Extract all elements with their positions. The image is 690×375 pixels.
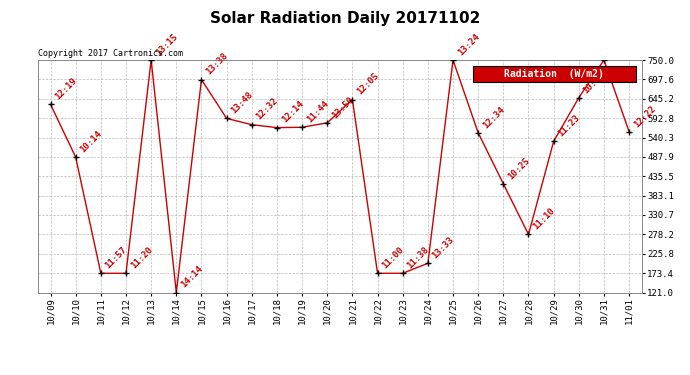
Text: Solar Radiation Daily 20171102: Solar Radiation Daily 20171102 — [210, 11, 480, 26]
Text: 11:00: 11:00 — [380, 245, 406, 270]
Text: 13:15: 13:15 — [154, 32, 179, 57]
Text: 11:23: 11:23 — [556, 113, 582, 138]
FancyBboxPatch shape — [473, 66, 635, 82]
Text: 11:38: 11:38 — [406, 245, 431, 270]
Text: 13:38: 13:38 — [204, 51, 230, 77]
Text: 12:34: 12:34 — [481, 105, 506, 130]
Text: 13:48: 13:48 — [229, 90, 255, 116]
Text: 12:05: 12:05 — [355, 71, 381, 97]
Text: 10:25: 10:25 — [506, 156, 531, 181]
Text: 10:14: 10:14 — [79, 129, 103, 154]
Text: 14:14: 14:14 — [179, 264, 204, 290]
Text: 12:19: 12:19 — [53, 76, 79, 102]
Text: 10:47: 10:47 — [582, 69, 607, 95]
Text: 11:10: 11:10 — [531, 206, 557, 232]
Text: 13:24: 13:24 — [456, 32, 481, 57]
Text: 12:14: 12:14 — [279, 99, 305, 125]
Text: 11:20: 11:20 — [129, 245, 154, 270]
Text: 11:44: 11:44 — [305, 99, 331, 124]
Text: 12:22: 12:22 — [632, 104, 658, 129]
Text: Radiation  (W/m2): Radiation (W/m2) — [504, 69, 604, 78]
Text: Copyright 2017 Cartronics.com: Copyright 2017 Cartronics.com — [38, 49, 183, 58]
Text: 13:33: 13:33 — [431, 235, 456, 261]
Text: 12:32: 12:32 — [255, 96, 280, 122]
Text: 13:50: 13:50 — [330, 95, 355, 120]
Text: 11:57: 11:57 — [104, 245, 129, 270]
